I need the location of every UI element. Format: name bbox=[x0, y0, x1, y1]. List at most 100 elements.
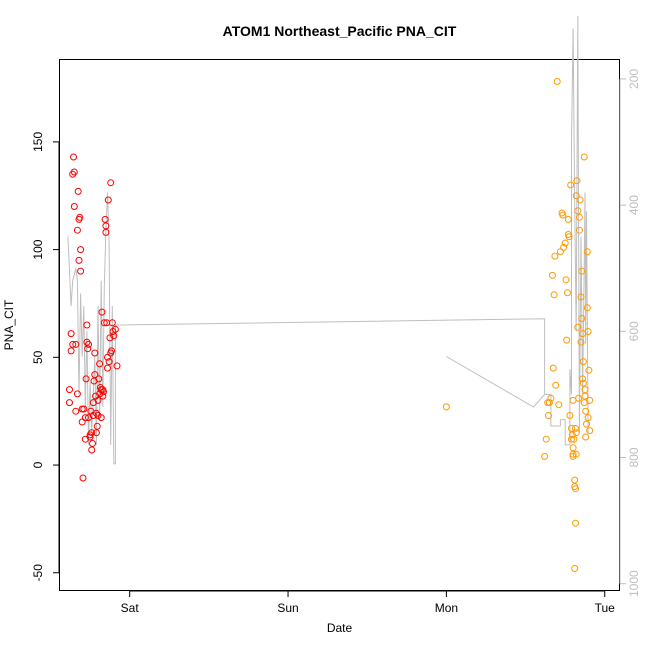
data-point bbox=[76, 213, 84, 221]
pressure-line bbox=[446, 356, 545, 408]
pressure-overlay bbox=[67, 15, 589, 465]
data-point bbox=[100, 319, 108, 327]
data-point bbox=[566, 412, 574, 419]
data-point bbox=[104, 364, 111, 372]
data-point bbox=[562, 276, 570, 284]
right-tick-label: 1000 bbox=[627, 570, 641, 597]
data-point bbox=[77, 267, 85, 275]
x-tick-label: Sat bbox=[121, 601, 140, 615]
data-point bbox=[572, 519, 579, 527]
data-point bbox=[570, 435, 578, 443]
data-point bbox=[569, 444, 577, 452]
data-point bbox=[102, 228, 110, 236]
data-point bbox=[583, 304, 591, 312]
data-point bbox=[75, 256, 83, 264]
data-point bbox=[547, 394, 555, 402]
data-point bbox=[577, 293, 585, 301]
data-point bbox=[84, 345, 92, 353]
data-point bbox=[571, 483, 579, 491]
data-point bbox=[113, 362, 121, 370]
data-point bbox=[580, 153, 588, 161]
right-tick-label: 400 bbox=[627, 195, 641, 215]
data-point bbox=[553, 78, 561, 85]
data-point bbox=[70, 203, 78, 210]
data-point bbox=[550, 291, 558, 299]
data-point bbox=[542, 435, 550, 443]
data-point bbox=[563, 336, 571, 344]
data-point bbox=[560, 243, 568, 251]
right-axis: 200 400 600 800 1000 bbox=[619, 69, 641, 597]
data-point bbox=[564, 215, 572, 223]
data-point bbox=[568, 431, 576, 439]
data-point bbox=[67, 330, 75, 338]
data-point bbox=[91, 371, 99, 379]
data-point bbox=[91, 349, 99, 357]
data-point bbox=[567, 181, 575, 189]
data-point bbox=[572, 192, 580, 200]
data-point bbox=[442, 403, 450, 411]
data-point bbox=[108, 319, 116, 327]
data-point bbox=[83, 338, 91, 346]
data-point bbox=[88, 446, 96, 454]
data-point bbox=[94, 396, 102, 404]
right-tick-label: 200 bbox=[627, 69, 641, 89]
data-point bbox=[67, 347, 75, 355]
data-point bbox=[88, 429, 96, 437]
data-point bbox=[549, 271, 556, 279]
x-tick-label: Sun bbox=[277, 601, 298, 615]
data-point bbox=[93, 422, 101, 430]
data-point bbox=[579, 375, 587, 383]
data-point bbox=[109, 328, 117, 335]
data-point bbox=[569, 396, 577, 404]
y-tick-label: 150 bbox=[31, 132, 45, 152]
data-point bbox=[73, 226, 81, 234]
data-point bbox=[565, 233, 573, 241]
data-point bbox=[70, 168, 78, 176]
data-point bbox=[568, 435, 575, 443]
y-tick-label: 0 bbox=[31, 461, 45, 468]
y-axis-label: PNA_CIT bbox=[2, 299, 16, 350]
data-point bbox=[111, 325, 119, 333]
data-point bbox=[97, 414, 105, 422]
data-point bbox=[541, 452, 549, 460]
data-point bbox=[575, 226, 583, 234]
data-point bbox=[572, 424, 579, 432]
data-point bbox=[86, 433, 94, 441]
data-point bbox=[107, 179, 115, 187]
data-point bbox=[574, 323, 582, 331]
data-point bbox=[578, 315, 586, 322]
data-point bbox=[583, 420, 590, 428]
x-axis: Sat Sun Mon Tue bbox=[121, 590, 615, 615]
data-point bbox=[105, 358, 113, 366]
data-point bbox=[556, 248, 564, 256]
data-point bbox=[79, 474, 87, 482]
data-point bbox=[104, 196, 112, 204]
right-tick-label: 600 bbox=[627, 321, 641, 341]
data-point bbox=[584, 414, 592, 422]
x-tick-label: Mon bbox=[435, 601, 458, 615]
data-point bbox=[586, 427, 594, 435]
data-point bbox=[80, 405, 88, 413]
y-tick-label: -50 bbox=[31, 564, 45, 582]
data-point bbox=[66, 399, 73, 407]
data-point bbox=[583, 248, 591, 256]
data-point bbox=[83, 321, 91, 329]
data-point bbox=[582, 407, 590, 415]
data-point bbox=[74, 187, 82, 195]
data-point bbox=[101, 215, 109, 223]
data-point bbox=[545, 399, 553, 407]
data-point bbox=[77, 246, 85, 254]
data-point bbox=[86, 431, 94, 439]
data-point bbox=[549, 364, 557, 372]
data-point bbox=[569, 452, 577, 460]
data-point bbox=[545, 412, 552, 419]
data-point bbox=[82, 375, 90, 383]
data-point bbox=[66, 386, 73, 394]
data-point bbox=[69, 340, 77, 348]
data-point bbox=[108, 347, 115, 355]
data-point bbox=[72, 407, 80, 415]
data-point bbox=[575, 213, 583, 221]
data-point bbox=[573, 177, 581, 185]
x-axis-label: Date bbox=[327, 621, 353, 635]
data-point bbox=[100, 388, 107, 396]
